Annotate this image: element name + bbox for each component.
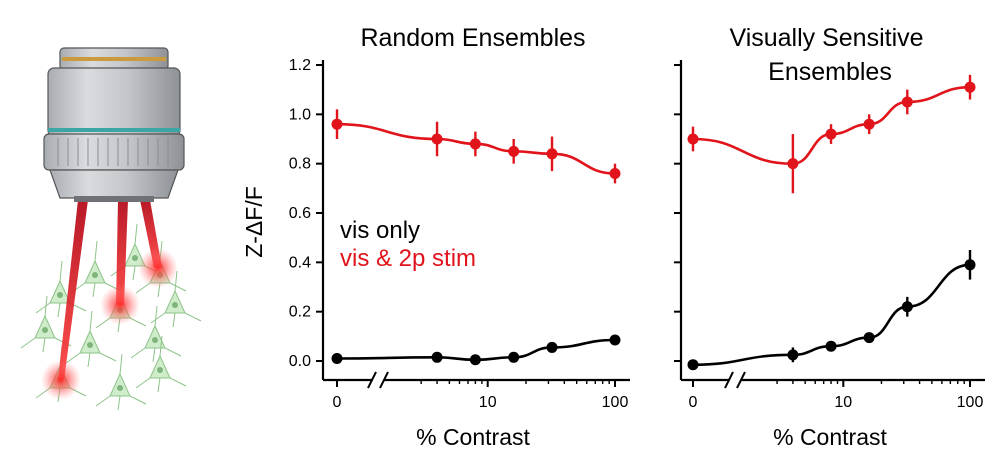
data-point — [508, 351, 520, 363]
y-tick-label: 0.4 — [289, 254, 311, 271]
x-tick-label: 100 — [957, 394, 984, 411]
data-point — [331, 353, 343, 365]
data-point — [331, 118, 343, 130]
data-point — [431, 351, 443, 363]
data-point — [469, 138, 481, 150]
data-point — [687, 359, 699, 371]
data-point — [431, 133, 443, 145]
objective-lens-icon — [43, 47, 185, 202]
data-point — [901, 301, 913, 313]
y-tick-label: 0.6 — [289, 205, 311, 222]
chart-title-line-1: Visually Sensitive — [729, 24, 923, 52]
data-point — [508, 145, 520, 157]
data-point — [609, 334, 621, 346]
x-axis-label: % Contrast — [416, 424, 530, 450]
y-tick-label: 1.0 — [289, 106, 311, 123]
data-point — [825, 128, 837, 140]
y-tick-label: 0.2 — [289, 304, 311, 321]
legend-entry-vis-2p-stim: vis & 2p stim — [340, 245, 476, 272]
y-tick-label: 0.0 — [289, 353, 311, 370]
data-point — [469, 354, 481, 366]
data-point — [863, 332, 875, 344]
laser-spot-icon — [138, 248, 178, 288]
chart-panel-random-ensembles: Random Ensembles % Contrast Z-ΔF/F vis o… — [241, 24, 630, 450]
data-point — [825, 340, 837, 352]
data-point — [964, 259, 976, 271]
data-point — [787, 349, 799, 361]
chart-title: Random Ensembles — [360, 24, 585, 52]
x-tick-label: 0 — [689, 394, 698, 411]
x-axis-label: % Contrast — [773, 424, 887, 450]
stimulation-spots — [41, 248, 178, 400]
data-point — [901, 96, 913, 108]
data-point — [687, 133, 699, 145]
y-axis-label: Z-ΔF/F — [241, 186, 267, 258]
axis-break-mark — [367, 371, 377, 389]
series-line — [336, 338, 616, 362]
neuron-icon — [130, 305, 182, 363]
series-line — [336, 122, 616, 175]
legend: vis only vis & 2p stim — [340, 217, 476, 272]
neuron-icon — [135, 335, 187, 393]
data-point — [964, 81, 976, 93]
legend-entry-vis-only: vis only — [340, 217, 420, 244]
chart-panel-visually-sensitive-ensembles: Visually Sensitive Ensembles % Contrast … — [674, 24, 985, 450]
data-point — [787, 158, 799, 170]
x-tick-label: 10 — [834, 394, 852, 411]
y-tick-label: 0.8 — [289, 156, 311, 173]
axis-break-mark — [724, 371, 734, 389]
data-point — [609, 168, 621, 180]
y-tick-label: 1.2 — [289, 57, 311, 74]
axis-break-mark — [736, 371, 746, 389]
axis-break-mark — [379, 371, 389, 389]
x-tick-label: 10 — [479, 394, 497, 411]
chart-title-line-2: Ensembles — [768, 58, 892, 86]
data-point — [546, 148, 558, 160]
data-point — [546, 341, 558, 353]
laser-spot-icon — [41, 360, 81, 400]
neuron-icon — [95, 353, 147, 411]
x-tick-label: 100 — [602, 394, 629, 411]
data-point — [863, 118, 875, 130]
laser-spot-icon — [100, 285, 140, 325]
series-line — [692, 85, 971, 166]
series-line — [692, 263, 971, 366]
chart-title: Visually Sensitive Ensembles — [729, 24, 930, 86]
x-tick-label: 0 — [333, 394, 342, 411]
microscope-illustration — [20, 47, 202, 411]
